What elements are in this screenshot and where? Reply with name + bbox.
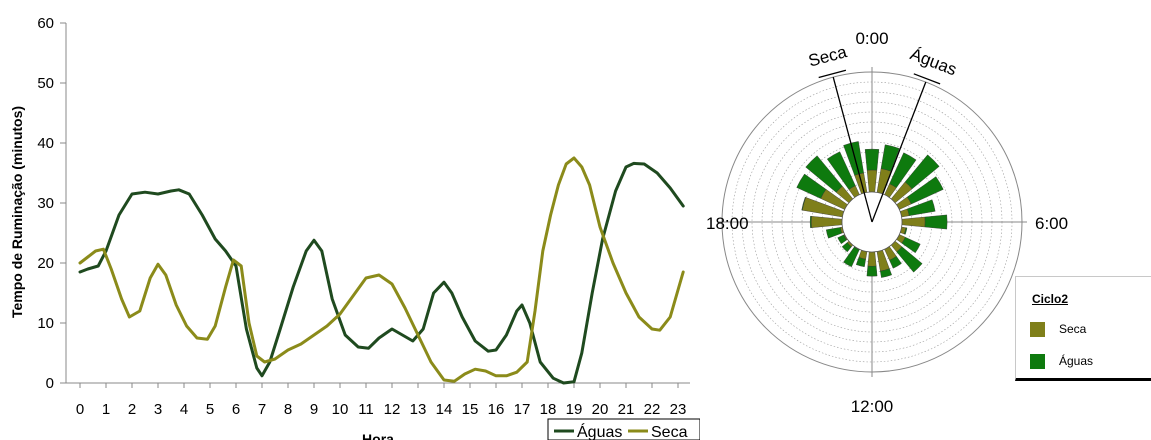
polar-bar-aguas (864, 148, 880, 171)
annotation-bracket-aguas (913, 73, 941, 85)
x-tick-label: 9 (310, 401, 318, 418)
polar-bar-seca (811, 216, 843, 228)
polar-bar-aguas (889, 152, 917, 188)
polar-chart: Seca Águas 0:00 6:00 12:00 18:00 (706, 29, 1068, 416)
polar-legend-swatch-seca (1030, 321, 1045, 337)
polar-bar-aguas (866, 265, 878, 277)
polar-bar-aguas (826, 151, 856, 190)
polar-bar-aguas (801, 196, 806, 211)
x-tick-label: 1 (102, 401, 110, 418)
y-tick-label: 30 (37, 195, 54, 212)
polar-bar-aguas (903, 227, 908, 235)
polar-bar-seca (901, 216, 926, 228)
polar-bar-aguas (825, 227, 843, 239)
y-axis: 0 10 20 30 40 50 60 (37, 15, 67, 392)
x-tick-label: 11 (358, 401, 374, 418)
polar-bar-aguas (837, 234, 847, 245)
x-axis: 0 1 2 3 4 5 6 7 8 9 10 11 12 13 14 15 16 17 18 19 20 21 22 23 (66, 382, 690, 418)
polar-bar-aguas (901, 236, 921, 254)
line-legend-box (547, 418, 700, 440)
polar-bar-seca (867, 251, 877, 267)
polar-bar-aguas (907, 199, 936, 216)
hour-label-6: 6:00 (1035, 214, 1068, 233)
x-tick-label: 19 (566, 401, 583, 418)
polar-bar-aguas (855, 257, 866, 268)
hour-label-12: 12:00 (851, 397, 894, 416)
polar-legend-title: Ciclo2 (1032, 292, 1069, 306)
x-tick-label: 17 (514, 401, 531, 418)
legend-label-seca: Seca (651, 424, 688, 440)
x-tick-label: 2 (128, 401, 136, 418)
x-tick-label: 7 (258, 401, 266, 418)
series-group (78, 156, 685, 385)
polar-bar-aguas (889, 256, 902, 269)
x-tick-label: 16 (488, 401, 505, 418)
polar-bar-aguas (841, 242, 852, 253)
x-tick-label: 8 (284, 401, 292, 418)
polar-legend-item-aguas: Águas (1030, 353, 1093, 369)
polar-legend-label-seca: Seca (1059, 322, 1087, 336)
x-tick-label: 0 (76, 401, 84, 418)
annotation-label-seca: Seca (806, 42, 849, 71)
polar-bar-aguas (924, 214, 948, 230)
polar-legend: Ciclo2 Seca Águas (1015, 276, 1151, 381)
x-tick-label: 18 (540, 401, 557, 418)
x-tick-label: 23 (670, 401, 687, 418)
polar-bar-aguas (809, 215, 812, 229)
line-legend: Águas Seca (547, 418, 700, 440)
x-tick-label: 15 (462, 401, 479, 418)
annotation-bracket-seca (818, 69, 847, 79)
x-axis-title: Hora (362, 431, 394, 440)
polar-bar-aguas (880, 144, 900, 172)
polar-bar-seca (866, 169, 878, 193)
legend-label-aguas: Águas (577, 422, 622, 440)
y-axis-title: Tempo de Ruminação (minutos) (9, 106, 25, 318)
y-tick-label: 0 (46, 375, 54, 392)
x-tick-label: 12 (384, 401, 401, 418)
polar-bar-aguas (843, 246, 860, 268)
y-tick-label: 60 (37, 15, 54, 32)
x-tick-label: 22 (644, 401, 661, 418)
series-line-aguas (78, 161, 685, 385)
polar-legend-swatch-aguas (1030, 353, 1045, 369)
y-tick-label: 20 (37, 255, 54, 272)
polar-bar-aguas (805, 155, 843, 193)
x-tick-label: 5 (206, 401, 214, 418)
y-tick-label: 10 (37, 315, 54, 332)
polar-bar-aguas (906, 176, 944, 205)
y-tick-label: 50 (37, 75, 54, 92)
polar-legend-label-aguas: Águas (1059, 354, 1094, 368)
hour-label-18: 18:00 (706, 214, 749, 233)
x-tick-label: 20 (592, 401, 609, 418)
x-tick-label: 3 (154, 401, 162, 418)
hour-label-0: 0:00 (855, 29, 888, 48)
polar-bars (796, 141, 948, 278)
annotation-line-seca (832, 76, 873, 223)
x-tick-label: 4 (180, 401, 188, 418)
polar-bar-aguas (896, 246, 923, 273)
x-tick-label: 10 (332, 401, 349, 418)
polar-bar-aguas (904, 154, 940, 190)
polar-bar-aguas (796, 173, 827, 199)
polar-bar-aguas (843, 141, 864, 176)
x-tick-label: 21 (618, 401, 635, 418)
polar-bar-aguas (880, 268, 892, 278)
x-tick-label: 14 (436, 401, 453, 418)
polar-legend-item-seca: Seca (1030, 321, 1086, 337)
series-line-seca (78, 156, 685, 383)
annotation-line-aguas (871, 81, 927, 223)
x-tick-label: 6 (232, 401, 240, 418)
y-tick-label: 40 (37, 135, 54, 152)
x-tick-label: 13 (410, 401, 427, 418)
